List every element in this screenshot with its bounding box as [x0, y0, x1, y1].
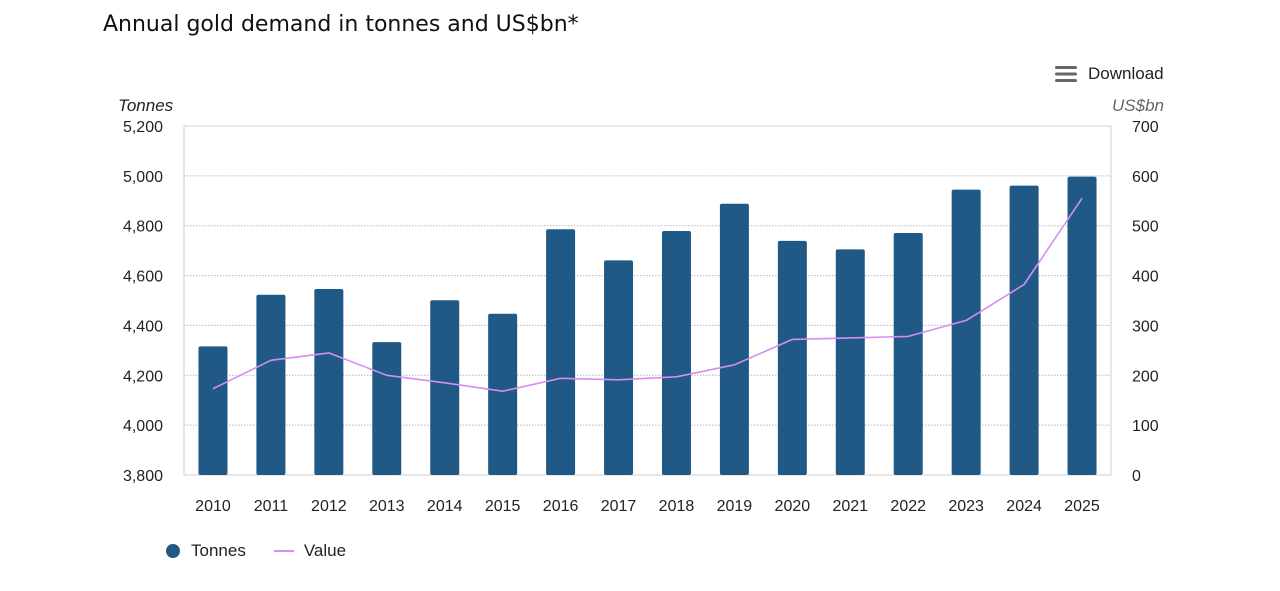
right-axis-title: US$bn [1112, 96, 1164, 115]
right-tick-label: 500 [1132, 219, 1159, 236]
x-tick-label: 2024 [1006, 498, 1042, 515]
right-tick-label: 0 [1132, 468, 1141, 485]
x-tick-label: 2017 [601, 498, 637, 515]
left-tick-label: 4,600 [123, 269, 163, 286]
x-tick-label: 2020 [775, 498, 811, 515]
bar-2019 [719, 203, 749, 475]
left-axis-title: Tonnes [118, 96, 174, 115]
left-tick-label: 4,200 [123, 368, 163, 385]
bar-2017 [604, 260, 634, 475]
x-axis-ticks: 2010 2011 2012 2013 2014 2015 2016 2017 2018 2019… [195, 498, 1100, 515]
tonnes-bars [198, 176, 1097, 476]
x-tick-label: 2018 [659, 498, 695, 515]
right-tick-label: 600 [1132, 169, 1159, 186]
left-tick-label: 3,800 [123, 468, 163, 485]
x-tick-label: 2021 [832, 498, 868, 515]
bar-2010 [198, 346, 228, 475]
left-tick-label: 4,000 [123, 418, 163, 435]
x-tick-label: 2015 [485, 498, 521, 515]
bar-2015 [488, 313, 518, 475]
x-tick-label: 2013 [369, 498, 405, 515]
right-axis-ticks: 0 100 200 300 400 500 600 700 [1132, 119, 1159, 485]
bar-2011 [256, 294, 286, 475]
x-tick-label: 2010 [195, 498, 231, 515]
download-button[interactable]: Download [1054, 62, 1164, 86]
right-tick-label: 700 [1132, 119, 1159, 136]
x-tick-label: 2022 [890, 498, 926, 515]
x-tick-label: 2025 [1064, 498, 1100, 515]
bar-2018 [661, 230, 691, 475]
left-tick-label: 4,800 [123, 219, 163, 236]
value-line-path [212, 197, 1083, 393]
legend: Tonnes Value [166, 541, 374, 561]
right-tick-label: 300 [1132, 318, 1159, 335]
x-tick-label: 2019 [717, 498, 753, 515]
left-tick-label: 5,200 [123, 119, 163, 136]
x-tick-label: 2012 [311, 498, 347, 515]
right-tick-label: 100 [1132, 418, 1159, 435]
x-tick-label: 2023 [948, 498, 984, 515]
legend-value-marker [273, 550, 294, 552]
bar-2021 [835, 249, 865, 475]
bar-2014 [430, 300, 460, 475]
chart-title: Annual gold demand in tonnes and US$bn* [103, 12, 579, 37]
bar-2012 [314, 289, 344, 475]
left-tick-label: 4,400 [123, 318, 163, 335]
right-tick-label: 200 [1132, 368, 1159, 385]
bar-2016 [546, 229, 576, 475]
plot-frame [183, 125, 1112, 476]
x-tick-label: 2016 [543, 498, 579, 515]
x-tick-label: 2014 [427, 498, 463, 515]
legend-value-label: Value [303, 541, 347, 560]
bar-2013 [372, 342, 402, 475]
bar-2020 [777, 240, 807, 475]
legend-tonnes-label: Tonnes [191, 541, 246, 560]
left-tick-label: 5,000 [123, 169, 163, 186]
bar-2025 [1067, 176, 1097, 476]
bar-2023 [951, 189, 981, 475]
hamburger-menu-icon [1055, 66, 1077, 82]
x-tick-label: 2011 [254, 498, 289, 515]
bar-2022 [893, 232, 923, 475]
value-line [212, 197, 1083, 393]
left-axis-ticks: 3,800 4,000 4,200 4,400 4,600 4,800 5,000 5,200 [123, 119, 163, 485]
legend-tonnes-marker [166, 544, 180, 558]
download-label: Download [1088, 64, 1164, 83]
bar-2024 [1009, 185, 1039, 475]
legend-item-tonnes[interactable]: Tonnes [166, 541, 246, 561]
legend-item-value[interactable]: Value [273, 541, 347, 561]
right-tick-label: 400 [1132, 269, 1159, 286]
